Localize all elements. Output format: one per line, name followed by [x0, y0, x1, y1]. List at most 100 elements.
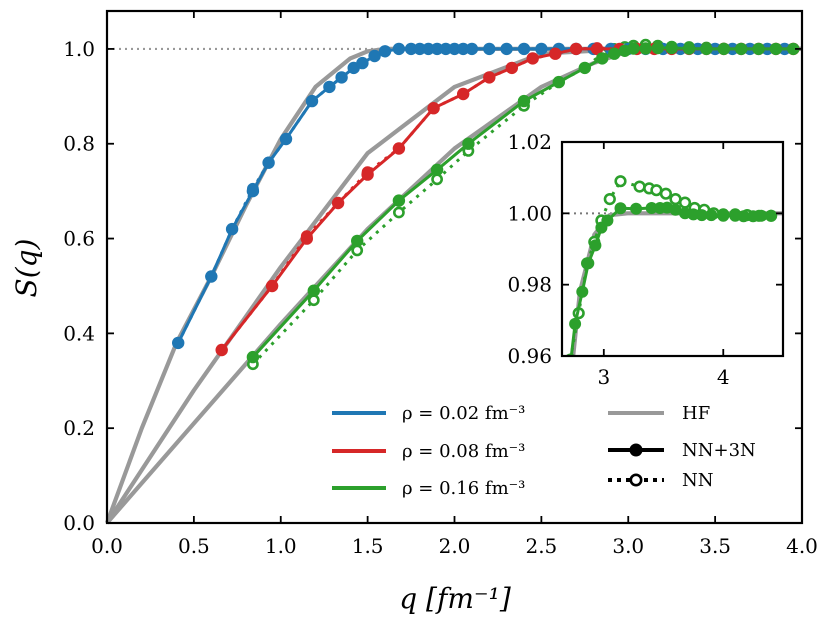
nn3n-point--0-16-nn-3n-9 — [645, 202, 658, 214]
nn3n-point--0-16-nn-3n-7 — [552, 75, 565, 89]
nn-point--0-16-nn-10 — [659, 187, 673, 200]
main-axes-frame — [105, 9, 804, 525]
nn3n-point--0-08-nn-3n-2 — [300, 232, 313, 245]
nn3n-point--0-08-nn-3n-7 — [457, 87, 470, 101]
nn3n-point--0-02-nn-3n-23 — [500, 42, 513, 56]
nn3n-point--0-16-nn-3n-4 — [589, 239, 602, 252]
nn3n-point--0-16-nn-3n-8 — [630, 202, 643, 215]
inset-x-tick-label-0: 3 — [597, 365, 610, 389]
nn3n-point--0-08-nn-3n-4 — [361, 168, 374, 181]
x-tick-label-7: 3.5 — [699, 534, 731, 558]
legend-label-nn3n: NN+3N — [682, 440, 756, 461]
x-tick-label-0: 0.0 — [91, 534, 123, 558]
legend-marker-nn — [629, 473, 643, 487]
nn-point--0-16-nn-6 — [614, 175, 627, 188]
nn-point--0-16-nn-12 — [678, 196, 692, 209]
nn3n-point--0-16-nn-3n-22 — [787, 42, 800, 56]
inset-axis-ticks: 3 4 0.96 0.98 1.00 1.02 — [507, 130, 783, 389]
inset-series-group — [565, 175, 783, 356]
nn3n-point--0-08-nn-3n-1 — [265, 279, 279, 293]
legend-label-nn: NN — [682, 470, 714, 491]
nn3n-point--0-16-nn-3n-18 — [717, 42, 730, 56]
nn3n-point--0-02-nn-3n-2 — [225, 222, 239, 236]
nn3n-point--0-16-nn-3n-16 — [705, 209, 718, 222]
x-tick-label-2: 1.0 — [265, 534, 297, 558]
legend-label-hf: HF — [682, 403, 710, 424]
nn3n-point--0-02-nn-3n-0 — [172, 336, 185, 350]
nn3n-point--0-02-nn-3n-16 — [422, 42, 435, 56]
nn3n-point--0-16-nn-3n-9 — [596, 52, 609, 65]
legend-label-rho-016: ρ = 0.16 fm⁻³ — [402, 478, 525, 499]
nn3n-point--0-16-nn-3n-21 — [755, 209, 768, 222]
nn3n-point--0-16-nn-3n-14 — [651, 41, 664, 55]
nn3n-point--0-08-nn-3n-10 — [526, 52, 539, 65]
nn3n-point--0-02-nn-3n-12 — [378, 45, 392, 58]
inset-x-tick-label-1: 4 — [717, 365, 730, 389]
main-series-group — [105, 38, 803, 525]
inset-y-tick-label-2: 1.00 — [507, 201, 552, 225]
y-tick-label-5: 1.0 — [63, 37, 95, 61]
nn3n-point--0-16-nn-3n-7 — [614, 202, 627, 215]
nn3n-point--0-08-nn-3n-0 — [215, 343, 228, 357]
nn3n-point--0-16-nn-3n-21 — [769, 42, 783, 56]
nn-point--0-16-nn-3 — [392, 206, 405, 219]
nn3n-point--0-02-nn-3n-15 — [413, 42, 426, 56]
nn3n-point--0-08-nn-3n-13 — [590, 42, 604, 56]
x-tick-label-1: 0.5 — [178, 534, 210, 558]
nn3n-point--0-16-nn-3n-12 — [669, 203, 682, 216]
nn3n-point--0-02-nn-3n-3 — [246, 184, 260, 198]
nn3n-point--0-02-nn-3n-7 — [323, 80, 336, 94]
nn3n-point--0-02-nn-3n-13 — [392, 42, 406, 56]
nn3n-point--0-08-nn-3n-5 — [392, 142, 406, 155]
nn-point--0-16-nn-2 — [351, 244, 364, 257]
nn3n-point--0-08-nn-3n-3 — [331, 196, 345, 210]
nn3n-point--0-16-nn-3n-16 — [682, 42, 696, 55]
y-tick-label-3: 0.6 — [63, 227, 95, 251]
nn3n-point--0-16-nn-3n-5 — [462, 137, 475, 150]
nn3n-point--0-02-nn-3n-24 — [517, 42, 531, 56]
nn3n-point--0-16-nn-3n-1 — [307, 284, 320, 297]
legend-label-rho-008: ρ = 0.08 fm⁻³ — [402, 441, 525, 462]
nn3n-point--0-02-nn-3n-22 — [483, 42, 496, 56]
nn3n-point--0-02-nn-3n-21 — [465, 42, 479, 56]
nn3n-point--0-16-nn-3n-12 — [627, 42, 640, 55]
nn3n-point--0-02-nn-3n-4 — [262, 156, 275, 169]
y-tick-label-4: 0.8 — [63, 132, 95, 156]
x-tick-label-5: 2.5 — [525, 534, 557, 558]
nn-line--0-16-nn — [251, 43, 794, 366]
inset-plot: 3 4 0.96 0.98 1.00 1.02 — [507, 130, 785, 389]
nn3n-point--0-08-nn-3n-8 — [483, 71, 496, 84]
y-tick-label-1: 0.2 — [63, 416, 95, 440]
nn3n-point--0-16-nn-3n-19 — [735, 42, 748, 56]
main-axis-ticks: 0.0 0.5 1.0 1.5 2.0 2.5 3.0 3.5 4.0 0.0 0.2 0.4 0.6 0… — [63, 11, 818, 558]
nn3n-point--0-08-nn-3n-12 — [569, 42, 583, 56]
nn-point--0-16-nn-11 — [669, 193, 682, 206]
nn-point--0-16-nn-7 — [633, 180, 646, 193]
nn3n-point--0-16-nn-3n-3 — [582, 257, 595, 270]
x-tick-label-6: 3.0 — [612, 534, 644, 558]
nn-point--0-16-nn-4 — [431, 173, 443, 186]
nn3n-point--0-16-nn-3n-2 — [351, 234, 364, 248]
nn3n-point--0-16-nn-3n-17 — [717, 209, 730, 222]
legend-label-rho-002: ρ = 0.02 fm⁻³ — [402, 403, 525, 424]
nn3n-point--0-02-nn-3n-1 — [205, 270, 218, 283]
nn3n-point--0-16-nn-3n-2 — [576, 285, 589, 298]
nn3n-point--0-16-nn-3n-20 — [752, 42, 765, 56]
nn3n-point--0-02-nn-3n-19 — [448, 42, 461, 56]
legend-marker-nn3n — [629, 443, 643, 457]
y-tick-label-0: 0.0 — [63, 511, 95, 535]
y-tick-label-2: 0.4 — [63, 321, 95, 345]
nn3n-point--0-08-nn-3n-11 — [549, 47, 562, 60]
nn3n-point--0-02-nn-3n-17 — [430, 42, 444, 56]
nn3n-point--0-16-nn-3n-8 — [578, 61, 591, 75]
nn3n-point--0-16-nn-3n-15 — [665, 41, 678, 55]
nn3n-point--0-16-nn-3n-6 — [517, 94, 531, 108]
nn3n-point--0-16-nn-3n-15 — [695, 209, 708, 222]
nn3n-point--0-16-nn-3n-17 — [700, 42, 713, 56]
nn3n-point--0-02-nn-3n-6 — [305, 94, 319, 108]
nn-point--0-16-nn-1 — [307, 294, 320, 307]
inset-y-tick-label-0: 0.96 — [507, 344, 552, 368]
nn3n-point--0-16-nn-3n-3 — [392, 194, 406, 207]
inset-y-tick-label-1: 0.98 — [507, 273, 552, 297]
